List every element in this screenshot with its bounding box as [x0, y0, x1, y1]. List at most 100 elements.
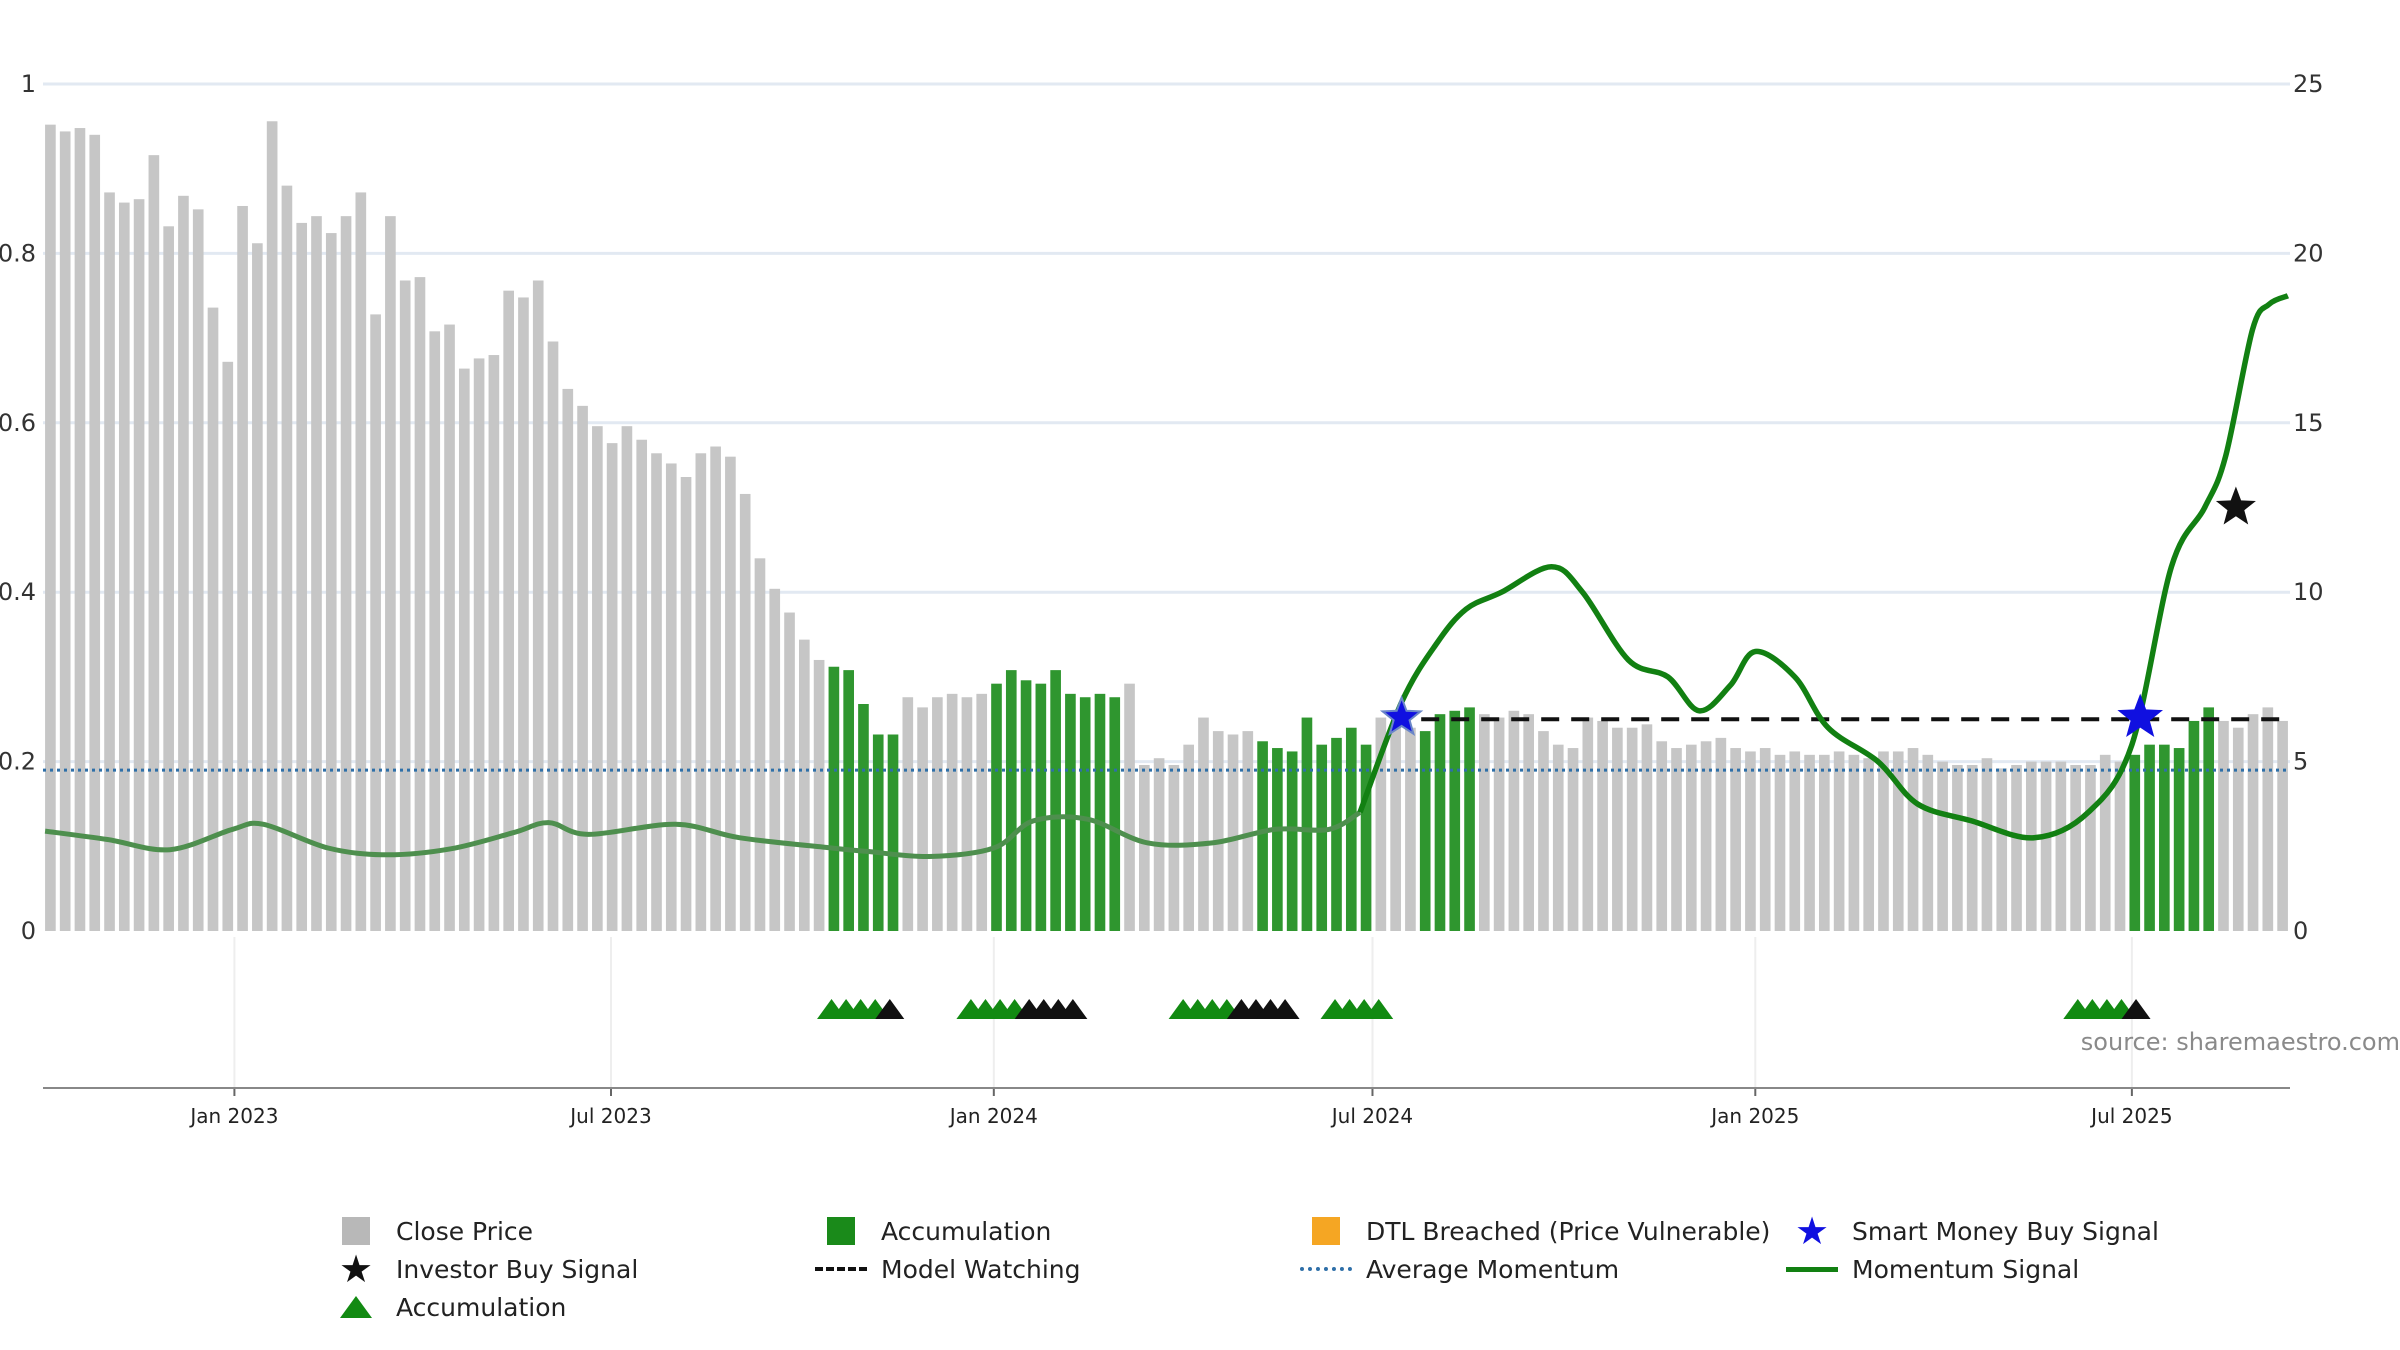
close-price-bar	[1552, 744, 1564, 931]
accumulation-bar	[1050, 670, 1061, 931]
close-price-bar	[178, 195, 189, 931]
close-price-bar	[385, 216, 396, 931]
close-price-bar	[562, 388, 574, 931]
close-price-bar	[1774, 754, 1786, 931]
accumulation-bar	[1109, 697, 1121, 931]
close-price-bar	[917, 707, 928, 931]
legend-label: Momentum Signal	[1852, 1254, 2080, 1284]
close-price-bar	[961, 697, 973, 931]
accumulation-bar	[887, 734, 899, 931]
legend-label: Smart Money Buy Signal	[1852, 1216, 2159, 1246]
close-price-bar	[2232, 727, 2244, 931]
close-price-bar	[976, 693, 988, 931]
close-price-bar	[518, 297, 529, 932]
close-price-bar	[636, 439, 648, 931]
close-price-bar	[2055, 761, 2067, 931]
close-price-bar	[1582, 717, 1594, 931]
close-price-bar	[266, 121, 278, 931]
right-tick-label: 25	[2293, 70, 2324, 98]
close-price-bar	[2099, 754, 2111, 931]
signal-triangle	[875, 999, 905, 1019]
close-price-bar	[1612, 727, 1623, 931]
close-price-bar	[1375, 717, 1387, 931]
right-tick-label: 5	[2293, 748, 2308, 776]
accumulation-bar	[1005, 670, 1017, 931]
close-price-bar	[503, 290, 514, 932]
close-price-bar	[133, 199, 145, 931]
left-tick-label: 0.4	[0, 578, 36, 606]
close-price-bars	[45, 121, 2288, 932]
accumulation-bar	[1464, 707, 1475, 931]
legend-label: Accumulation	[396, 1292, 567, 1322]
close-price-bar	[1819, 754, 1830, 931]
buy-signals	[1379, 486, 2256, 737]
left-tick-label: 1	[21, 70, 36, 98]
close-price-bar	[2011, 764, 2022, 931]
close-price-bar	[1183, 744, 1194, 931]
accumulation-triangle	[1364, 999, 1394, 1019]
close-price-bar	[592, 426, 603, 931]
close-price-bar	[281, 185, 293, 931]
accumulation-bar	[1065, 693, 1076, 931]
close-price-bar	[695, 453, 707, 931]
close-price-bar	[45, 124, 56, 931]
left-tick-label: 0.8	[0, 239, 36, 267]
close-price-bar	[1833, 751, 1845, 931]
close-price-bar	[665, 463, 677, 931]
close-price-bar	[2218, 720, 2229, 931]
dashed-line-icon	[815, 1267, 867, 1271]
close-price-bar	[1981, 758, 1993, 931]
close-price-bar	[2070, 764, 2081, 931]
right-tick-label: 15	[2293, 409, 2324, 437]
legend-momentum-signal: Momentum Signal	[1786, 1250, 2079, 1288]
accumulation-bar	[843, 670, 854, 931]
close-price-bar	[2040, 761, 2052, 931]
accumulation-bar	[1345, 727, 1357, 931]
accumulation-bar	[2159, 744, 2170, 931]
right-tick-label: 20	[2293, 239, 2324, 267]
close-price-bar	[1212, 731, 1224, 931]
legend: Close Price Accumulation DTL Breached (P…	[330, 1212, 2230, 1342]
close-price-bar	[1405, 727, 1416, 931]
source-label: source: sharemaestro.com	[2081, 1028, 2400, 1056]
left-tick-label: 0.6	[0, 409, 36, 437]
close-price-bar	[710, 446, 721, 931]
accumulation-bar	[2173, 748, 2185, 931]
close-price-bar	[311, 216, 322, 931]
close-price-bar	[1242, 731, 1254, 931]
close-price-bar	[1922, 754, 1934, 931]
close-price-bar	[2085, 764, 2096, 931]
accumulation-bar	[1020, 680, 1032, 931]
close-price-bar	[104, 192, 115, 931]
accumulation-bar	[1257, 741, 1268, 931]
close-price-bar	[1641, 724, 1653, 931]
accumulation-bar	[858, 704, 869, 931]
dotted-line-icon	[1300, 1267, 1352, 1271]
close-price-bar	[547, 341, 559, 931]
legend-close-price: Close Price	[330, 1212, 533, 1250]
close-price-bar	[355, 192, 367, 931]
close-price-bar	[399, 280, 411, 931]
accumulation-bar	[1286, 751, 1298, 931]
close-price-bar	[148, 155, 160, 931]
close-price-bar	[118, 202, 130, 931]
close-price-bar	[784, 612, 795, 931]
close-price-bar	[2277, 720, 2288, 931]
smart-money-star	[2117, 693, 2163, 737]
close-price-bar	[458, 368, 470, 931]
close-price-bar	[651, 453, 662, 931]
close-price-bar	[577, 405, 588, 931]
close-price-bar	[325, 233, 337, 931]
close-price-bar	[1996, 768, 2008, 931]
accumulation-bar	[1035, 683, 1047, 931]
left-tick-label: 0.2	[0, 748, 36, 776]
legend-dtl-breached: DTL Breached (Price Vulnerable)	[1300, 1212, 1770, 1250]
close-price-bar	[207, 307, 219, 931]
close-price-bar	[932, 697, 943, 931]
close-price-bar	[680, 477, 692, 931]
investor-buy-star	[2215, 486, 2256, 525]
close-price-bar	[1848, 754, 1860, 931]
accumulation-bar	[2203, 707, 2215, 931]
signal-lines	[43, 293, 2290, 860]
